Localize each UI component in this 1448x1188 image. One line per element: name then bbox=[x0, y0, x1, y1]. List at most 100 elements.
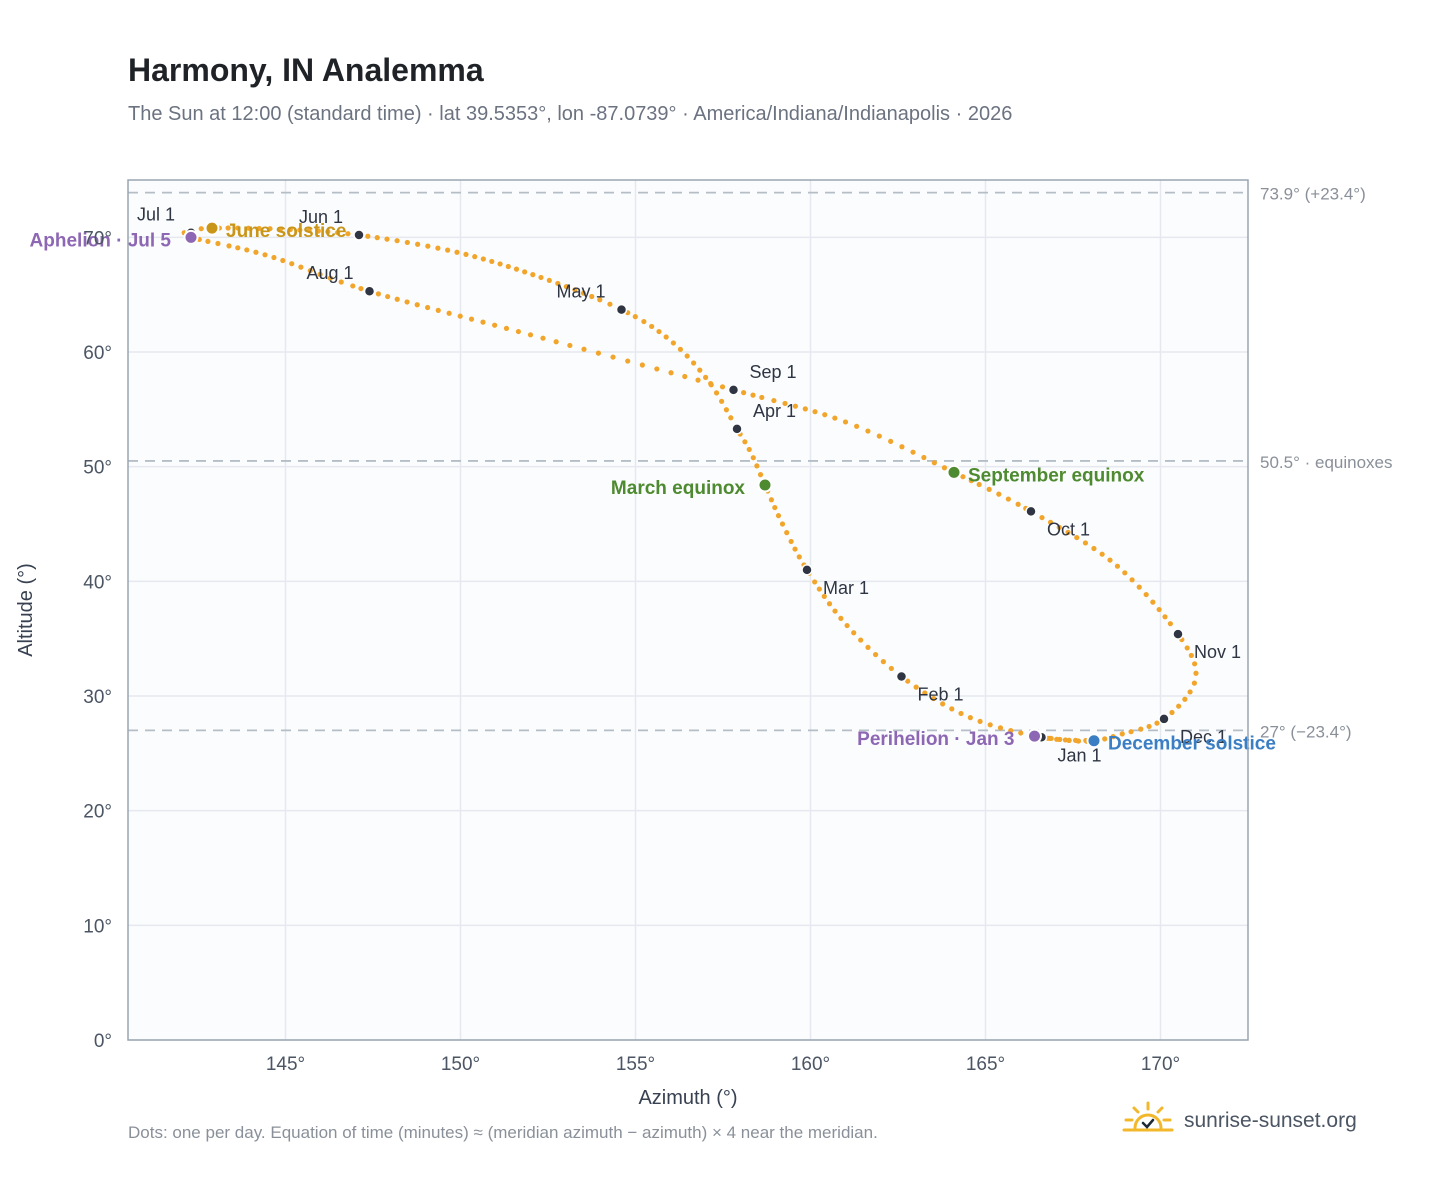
y-tick-label: 30° bbox=[83, 687, 112, 708]
day-dot bbox=[384, 236, 390, 242]
day-dot bbox=[625, 358, 631, 364]
month-label: Jun 1 bbox=[299, 207, 343, 227]
day-dot bbox=[750, 392, 756, 398]
event-dot bbox=[204, 220, 220, 236]
day-dot bbox=[454, 249, 460, 255]
day-dot bbox=[446, 310, 452, 316]
day-dot bbox=[775, 513, 782, 519]
month-dot bbox=[727, 384, 740, 396]
day-dot bbox=[1136, 584, 1142, 590]
day-dot bbox=[287, 226, 293, 233]
day-dot bbox=[728, 415, 734, 421]
day-dot bbox=[708, 380, 714, 387]
day-dot bbox=[235, 225, 241, 231]
month-dot bbox=[615, 303, 628, 316]
footnote: Dots: one per day. Equation of time (min… bbox=[128, 1123, 878, 1142]
day-dot bbox=[358, 285, 364, 292]
month-dot bbox=[731, 423, 743, 435]
day-dot bbox=[468, 316, 475, 322]
day-dot bbox=[1008, 727, 1014, 734]
y-tick-label: 10° bbox=[83, 916, 112, 937]
day-dot bbox=[1146, 723, 1152, 730]
day-dot bbox=[719, 384, 726, 390]
day-dot bbox=[527, 332, 534, 338]
day-dot bbox=[723, 407, 729, 413]
day-dot bbox=[986, 486, 992, 492]
day-dot bbox=[1015, 501, 1021, 507]
day-dot bbox=[757, 472, 764, 478]
day-dot bbox=[1048, 735, 1054, 742]
day-dot bbox=[489, 258, 495, 265]
day-dot bbox=[1107, 557, 1113, 563]
day-dot bbox=[670, 340, 676, 346]
day-dot bbox=[253, 249, 259, 255]
day-dot bbox=[338, 279, 344, 285]
day-dot bbox=[607, 301, 613, 307]
day-dot bbox=[610, 354, 616, 360]
day-dot bbox=[1056, 524, 1062, 530]
day-dot bbox=[350, 283, 356, 289]
day-dot bbox=[394, 296, 400, 302]
day-dot bbox=[741, 390, 747, 396]
day-dot bbox=[472, 254, 478, 260]
day-dot bbox=[1169, 709, 1175, 716]
day-dot bbox=[1192, 661, 1198, 667]
y-axis-ticks: 0° 10° 20° 30° 40° 50° 60° 70° bbox=[83, 228, 112, 1052]
month-dot bbox=[353, 229, 365, 241]
day-dot bbox=[812, 579, 818, 585]
x-tick-label: 170° bbox=[1141, 1054, 1180, 1075]
day-dot bbox=[931, 695, 937, 702]
y-tick-label: 60° bbox=[83, 343, 112, 364]
day-dot bbox=[1102, 736, 1108, 742]
event-label: Perihelion · Jan 3 bbox=[857, 729, 1014, 750]
day-dot bbox=[404, 239, 410, 246]
month-label: Jan 1 bbox=[1058, 745, 1102, 765]
day-dot bbox=[668, 370, 674, 376]
day-dot bbox=[872, 651, 879, 658]
day-dot bbox=[977, 718, 983, 725]
day-dot bbox=[663, 334, 669, 340]
day-dot bbox=[888, 438, 894, 444]
day-dot bbox=[851, 630, 857, 636]
month-label: Sep 1 bbox=[750, 362, 797, 382]
day-dot bbox=[1143, 591, 1149, 598]
day-dot bbox=[306, 227, 312, 234]
day-dot bbox=[563, 284, 569, 290]
day-dot bbox=[414, 302, 420, 308]
day-dot bbox=[1057, 736, 1063, 743]
month-label: Mar 1 bbox=[823, 578, 869, 598]
month-label: Apr 1 bbox=[753, 401, 796, 421]
day-dot bbox=[513, 266, 520, 272]
day-dot bbox=[480, 319, 486, 325]
event-label: March equinox bbox=[611, 478, 746, 499]
day-dot bbox=[345, 231, 351, 237]
day-dot bbox=[746, 446, 752, 453]
day-dot bbox=[445, 247, 451, 253]
day-dot bbox=[555, 280, 561, 287]
event-label: December solstice bbox=[1108, 734, 1276, 755]
day-dot bbox=[792, 403, 799, 409]
day-dot bbox=[1162, 614, 1168, 620]
day-dot bbox=[782, 400, 788, 407]
day-dot bbox=[1018, 730, 1024, 736]
day-dot bbox=[940, 701, 946, 707]
day-dot bbox=[1191, 680, 1197, 686]
x-tick-label: 150° bbox=[441, 1054, 480, 1075]
day-dot bbox=[960, 474, 966, 480]
day-dot bbox=[505, 263, 511, 270]
day-dot bbox=[267, 226, 273, 232]
day-dot bbox=[298, 264, 304, 270]
day-dot bbox=[772, 504, 778, 511]
day-dot bbox=[317, 271, 323, 277]
x-tick-label: 165° bbox=[966, 1054, 1005, 1075]
chart-title: Harmony, IN Analemma bbox=[128, 52, 484, 88]
day-dot bbox=[649, 323, 655, 330]
day-dot bbox=[595, 350, 602, 356]
day-dot bbox=[968, 478, 974, 484]
brand-logo[interactable]: sunrise-sunset.org bbox=[1120, 1100, 1357, 1141]
day-dot bbox=[297, 227, 303, 233]
day-dot bbox=[816, 586, 822, 592]
day-dot bbox=[1150, 599, 1156, 605]
day-dot bbox=[404, 299, 410, 305]
